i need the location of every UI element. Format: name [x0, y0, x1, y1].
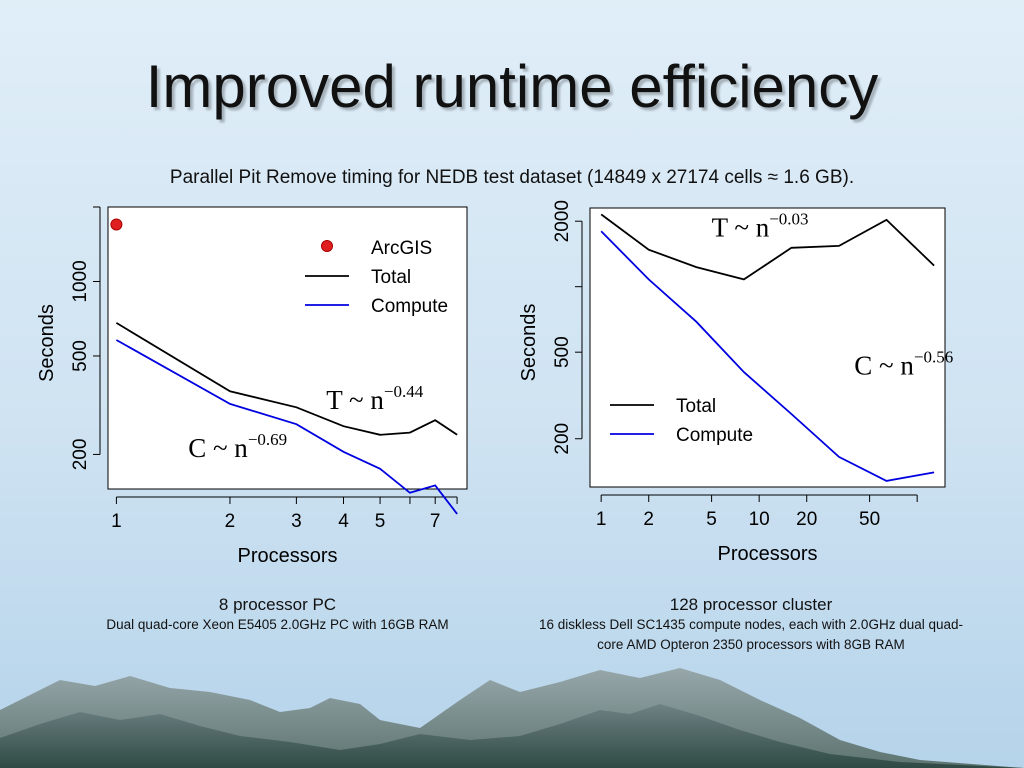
y-axis-label: Seconds	[518, 304, 540, 382]
x-tick-label: 1	[596, 509, 607, 530]
y-axis-label: Seconds	[36, 304, 58, 382]
x-tick-label: 5	[706, 509, 717, 530]
y-tick-label: 1000	[70, 260, 91, 302]
series-line-compute	[115, 339, 458, 515]
x-tick-label: 50	[859, 509, 880, 530]
caption-cluster: 128 processor cluster 16 diskless Dell S…	[528, 595, 974, 655]
charts-canvas: 1 2 3 4 5 7 Processors 200 500 1000 Seconds ArcGIS T…	[36, 200, 953, 567]
chart-2: 1 2 5 10 20 50 Processors 200 500 2000 Seconds Tota…	[518, 200, 953, 565]
chart-1: 1 2 3 4 5 7 Processors 200 500 1000 Seconds ArcGIS T…	[36, 206, 468, 567]
series-line-total	[600, 213, 935, 281]
chart-subtitle: Parallel Pit Remove timing for NEDB test…	[169, 167, 855, 188]
mountain-landscape	[0, 668, 1024, 768]
caption-pc: 8 processor PC Dual quad-core Xeon E5405…	[100, 595, 455, 635]
y-tick-label: 2000	[552, 200, 573, 242]
fit-annotation: T ~ n−0.44	[326, 382, 423, 415]
legend-label-arcgis: ArcGIS	[371, 238, 432, 259]
plot-area	[107, 206, 468, 490]
near-ridge	[0, 704, 1024, 768]
legend-label-total: Total	[676, 396, 716, 417]
y-tick-label: 200	[552, 423, 573, 455]
x-tick-label: 4	[338, 511, 349, 532]
y-tick-label: 500	[70, 340, 91, 372]
legend-label-compute: Compute	[676, 425, 753, 446]
x-tick-label: 7	[430, 511, 441, 532]
x-tick-label: 10	[749, 509, 770, 530]
caption-pc-detail: Dual quad-core Xeon E5405 2.0GHz PC with…	[106, 617, 449, 632]
fit-annotation: T ~ n−0.03	[712, 210, 809, 243]
caption-cluster-heading: 128 processor cluster	[669, 595, 833, 614]
series-line-total	[115, 322, 458, 436]
legend-marker-arcgis	[321, 240, 333, 252]
fit-annotation: C ~ n−0.56	[854, 347, 953, 380]
y-tick-label: 200	[70, 439, 91, 471]
x-axis-label: Processors	[717, 543, 817, 565]
legend-label-compute: Compute	[371, 296, 448, 317]
x-tick-label: 1	[111, 511, 122, 532]
y-tick-label: 500	[552, 336, 573, 368]
plot-area	[589, 207, 946, 488]
series-line-compute	[600, 230, 935, 482]
legend-label-total: Total	[371, 267, 411, 288]
x-tick-label: 3	[291, 511, 302, 532]
x-tick-label: 20	[796, 509, 817, 530]
caption-cluster-detail: 16 diskless Dell SC1435 compute nodes, e…	[539, 617, 963, 652]
fit-annotation: C ~ n−0.69	[188, 430, 287, 463]
x-tick-label: 5	[375, 511, 386, 532]
data-point-arcgis	[110, 218, 123, 231]
x-tick-label: 2	[643, 509, 654, 530]
x-axis-label: Processors	[237, 545, 337, 567]
caption-pc-heading: 8 processor PC	[218, 595, 337, 614]
x-tick-label: 2	[225, 511, 236, 532]
slide-title: Improved runtime efficiency	[145, 53, 879, 120]
